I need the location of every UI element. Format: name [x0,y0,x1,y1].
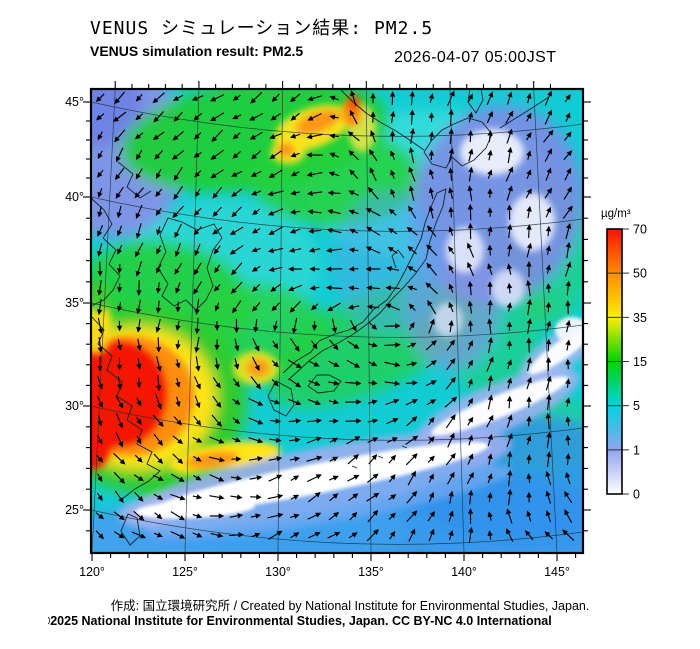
colorbar: µg/m³ 70 50 35 15 5 1 0 [601,208,647,502]
x-tick-label: 125° [172,565,198,579]
colorbar-tick-label: 35 [633,311,647,325]
x-tick-label: 120° [79,565,105,579]
axis-ticks [83,81,591,561]
x-tick-label: 140° [451,565,477,579]
colorbar-labels: 70 50 35 15 5 1 0 [633,223,647,502]
figure-title-ja: VENUS シミュレーション結果: PM2.5 [90,18,434,39]
colorbar-tick-label: 5 [633,399,640,413]
colorbar-unit-label: µg/m³ [601,208,631,220]
colorbar-tick-label: 0 [633,488,640,502]
y-tick-label: 30° [65,399,84,413]
license-line: ©2025 National Institute for Environment… [48,614,552,628]
figure-title-en: VENUS simulation result: PM2.5 [90,43,304,59]
x-axis-labels: 120° 125° 130° 135° 140° 145° [79,565,570,579]
y-tick-label: 45° [65,95,84,109]
y-axis-labels: 45° 40° 35° 30° 25° [65,95,84,517]
colorbar-tick-label: 70 [633,223,647,237]
x-tick-label: 135° [358,565,384,579]
coastlines [91,89,550,546]
y-tick-label: 35° [65,296,84,310]
colorbar-tick-label: 50 [633,267,647,281]
credit-line: 作成: 国立環境研究所 / Created by National Instit… [110,599,590,613]
colorbar-tick-label: 15 [633,355,647,369]
y-tick-label: 25° [65,503,84,517]
wind-arrows [95,90,575,544]
y-tick-label: 40° [65,190,84,204]
map-frame [89,87,585,555]
graticule [91,89,583,553]
colorbar-tick-label: 1 [633,443,640,457]
license-line-clip: ©2025 National Institute for Environment… [48,614,608,628]
x-tick-label: 145° [544,565,570,579]
pm25-field [91,89,583,553]
x-tick-label: 130° [265,565,291,579]
timestamp: 2026-04-07 05:00JST [394,49,557,66]
